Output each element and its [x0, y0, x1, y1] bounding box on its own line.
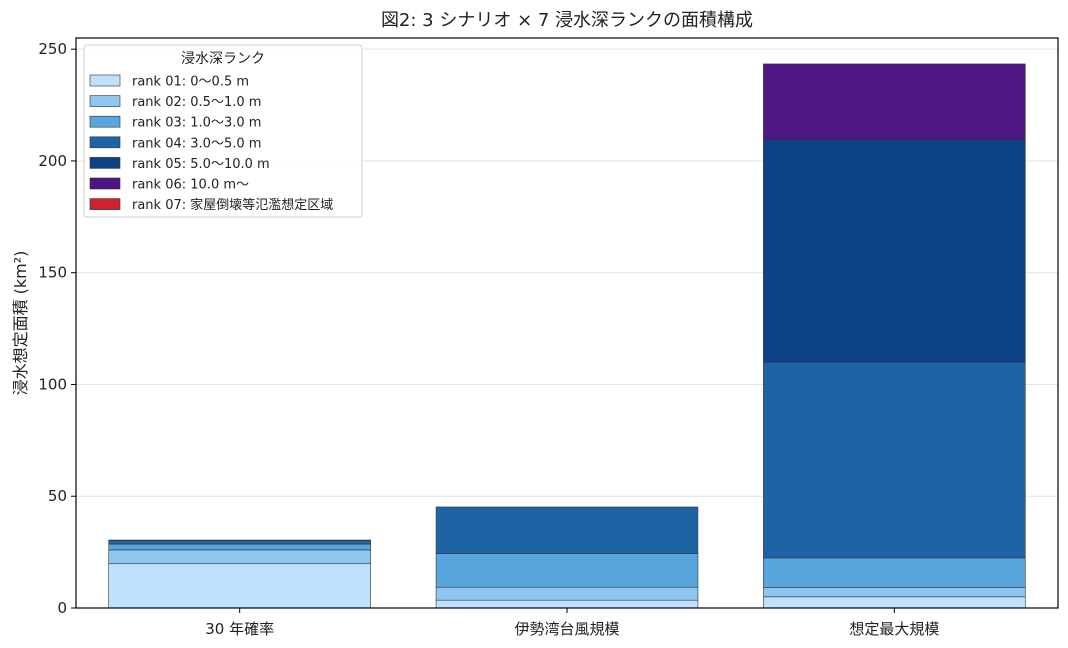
bar-segment: [108, 543, 371, 551]
legend-swatch: [89, 157, 121, 169]
legend-swatch: [89, 198, 121, 210]
legend-frame: [83, 44, 363, 218]
legend-entry: rank 07: 家屋倒壊等氾濫想定区域: [132, 197, 333, 213]
legend-swatch: [89, 136, 121, 149]
legend-title: 浸水深ランク: [181, 51, 265, 67]
chart-title: 図2: 3 シナリオ × 7 浸水深ランクの面積構成: [381, 10, 753, 31]
bar-segment: [763, 587, 1026, 598]
legend-entry: rank 04: 3.0〜5.0 m: [132, 136, 261, 151]
y-tick-label: 50: [48, 487, 67, 505]
bar-segment: [763, 139, 1026, 363]
x-tick-label: 伊勢湾台風規模: [514, 620, 619, 638]
x-tick-label: 想定最大規模: [849, 620, 939, 638]
legend-swatch: [89, 177, 121, 190]
bar-stack: [435, 506, 699, 609]
bar-segment: [435, 599, 699, 609]
legend-entry: rank 01: 0〜0.5 m: [132, 75, 249, 90]
y-tick-label: 100: [38, 375, 67, 393]
legend-entry: rank 06: 10.0 m〜: [132, 178, 249, 193]
bar-segment: [435, 553, 699, 588]
bar-stacks: [108, 63, 1026, 609]
bar-segment: [763, 596, 1026, 609]
bar-segment: [435, 586, 699, 601]
bar-segment: [435, 506, 699, 554]
bar-segment: [763, 557, 1026, 588]
legend-swatch: [89, 74, 121, 87]
y-tick-label: 250: [38, 40, 67, 58]
bar-segment: [108, 549, 371, 565]
legend: 浸水深ランク rank 01: 0〜0.5 m rank 02: 0.5〜1.0 …: [83, 44, 363, 218]
bar-segment: [763, 63, 1026, 141]
legend-entry: rank 02: 0.5〜1.0 m: [132, 95, 261, 110]
legend-entry: rank 05: 5.0〜10.0 m: [132, 157, 270, 172]
legend-swatch: [89, 115, 121, 128]
y-axis-label: 浸水想定面積 (km²): [11, 251, 30, 396]
bar-stack: [108, 539, 371, 609]
y-tick-label: 0: [57, 599, 67, 617]
x-tick-label: 30 年確率: [205, 620, 274, 638]
x-axis-ticks: 30 年確率 伊勢湾台風規模 想定最大規模: [205, 608, 939, 638]
y-tick-label: 150: [38, 264, 67, 282]
y-tick-label: 200: [38, 152, 67, 170]
bar-segment: [108, 563, 371, 609]
bar-stack: [763, 63, 1026, 609]
bar-segment: [108, 540, 371, 545]
y-axis-ticks: 0 50 100 150 200 250: [38, 40, 76, 617]
bar-segment: [763, 361, 1026, 559]
legend-entry: rank 03: 1.0〜3.0 m: [132, 116, 261, 131]
legend-swatch: [89, 95, 121, 107]
